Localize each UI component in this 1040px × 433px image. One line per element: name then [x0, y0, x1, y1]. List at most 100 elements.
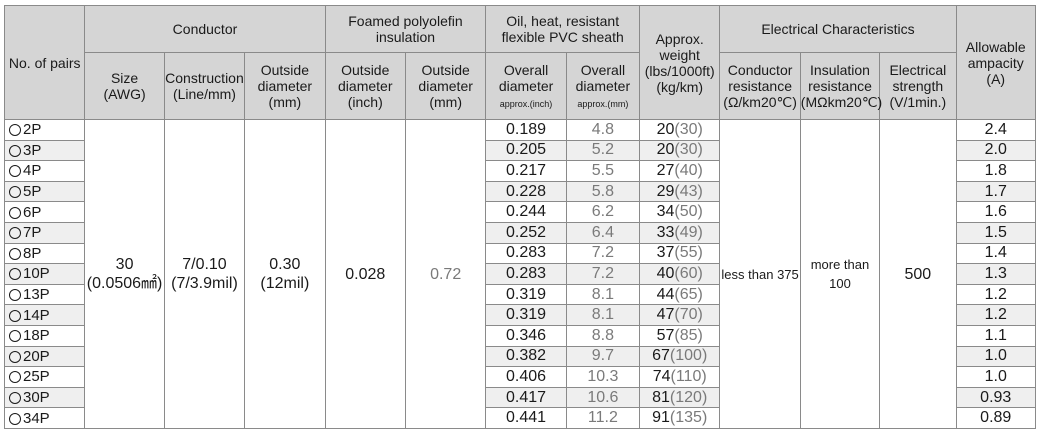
weight-cell: 91(135) — [639, 407, 721, 429]
header-electrical-strength: Electrical strength (V/1min.) — [879, 52, 957, 120]
ampacity-cell: 1.2 — [955, 283, 1036, 306]
insulation-od-inch-value: 0.028 — [345, 265, 386, 283]
conductor-resistance-value: less than 375 — [721, 266, 799, 282]
weight-lbs-value: 44 — [656, 285, 675, 303]
pairs-cell: 34P — [3, 407, 86, 429]
overall-diameter-mm-cell: 7.2 — [565, 242, 641, 265]
overall-diameter-mm-cell: 8.8 — [565, 324, 641, 347]
header-allowable-ampacity: Allowable ampacity (A) — [955, 5, 1036, 120]
circle-icon — [9, 165, 21, 178]
header-overall-diameter-mm: Overall diameter approx.(mm) — [565, 52, 641, 120]
ampacity-cell: 0.93 — [955, 386, 1036, 409]
size-label: Size — [110, 70, 139, 86]
conductor-resistance-cell: less than 375 — [719, 119, 801, 429]
weight-kg-value: (135) — [669, 409, 708, 427]
overall-diameter-inch-cell: 0.319 — [485, 304, 567, 326]
pairs-cell: 7P — [3, 221, 86, 244]
table-row: 6P 0.244 6.2 34(50) 1.6 — [3, 201, 1036, 223]
ampacity-cell: 1.1 — [955, 324, 1036, 347]
size-value: 30 — [115, 256, 134, 273]
header-overall-diameter-inch: Overall diameter approx.(inch) — [485, 52, 567, 120]
table-row: 10P 0.283 7.2 40(60) 1.3 — [3, 263, 1036, 285]
insulation-od-inch-unit: (inch) — [347, 94, 383, 110]
overall-diameter-inch-cell: 0.283 — [485, 263, 567, 285]
overall-diameter-inch-cell: 0.417 — [485, 386, 567, 409]
ampacity-cell: 1.0 — [955, 366, 1036, 388]
pairs-cell: 5P — [3, 180, 86, 203]
circle-icon — [9, 330, 21, 343]
pairs-cell: 8P — [3, 242, 86, 265]
overall-diameter-inch-cell: 0.283 — [485, 242, 567, 265]
pairs-cell: 6P — [3, 201, 86, 223]
table-row: 8P 0.283 7.2 37(55) 1.4 — [3, 242, 1036, 265]
table-row: 2P 30 (0.0506㎟) 7/0.10 (7/3.9mil) 0.30 (12mil)… — [3, 119, 1036, 429]
pairs-value: 7P — [23, 224, 42, 242]
ampacity-cell: 1.2 — [955, 304, 1036, 326]
ampacity-cell: 1.3 — [955, 263, 1036, 285]
conductor-resistance-unit: (Ω/km20℃) — [723, 94, 797, 110]
header-insulation-od-mm: Outside diameter (mm) — [404, 52, 487, 120]
circle-icon — [9, 206, 21, 219]
weight-cell: 34(50) — [639, 201, 721, 223]
pairs-value: 20P — [23, 347, 50, 365]
pairs-value: 3P — [23, 141, 42, 159]
weight-cell: 67(100) — [639, 345, 721, 368]
weight-cell: 20(30) — [639, 119, 721, 141]
weight-lbs-value: 81 — [652, 388, 670, 406]
header-approx-weight: Approx. weight (lbs/1000ft) (kg/km) — [639, 5, 721, 120]
weight-lbs-value: 33 — [656, 223, 675, 241]
pairs-value: 18P — [23, 327, 50, 345]
weight-lbs-value: 40 — [656, 264, 675, 282]
weight-cell: 74(110) — [639, 366, 721, 388]
weight-lbs-value: 20 — [656, 141, 675, 159]
table-row: 18P 0.346 8.8 57(85) 1.1 — [3, 324, 1036, 347]
weight-kg-value: (85) — [674, 326, 703, 344]
table-row: 30P 0.417 10.6 81(120) 0.93 — [3, 386, 1036, 409]
overall-diameter-inch-cell: 0.244 — [485, 201, 567, 223]
circle-icon — [9, 124, 21, 137]
conductor-od-unit: (mm) — [268, 94, 302, 110]
weight-kg-value: (40) — [674, 161, 703, 179]
weight-cell: 57(85) — [639, 324, 721, 347]
size-unit: (AWG) — [103, 86, 146, 102]
ampacity-cell: 2.4 — [955, 119, 1036, 141]
cable-spec-table: No. of pairs Conductor Foamed polyolefin… — [3, 5, 1036, 429]
table-row: 25P 0.406 10.3 74(110) 1.0 — [3, 366, 1036, 388]
insulation-od-mm-cell: 0.72 — [404, 119, 487, 429]
overall-diameter-mm-cell: 5.2 — [565, 139, 641, 162]
overall-diameter-inch-cell: 0.346 — [485, 324, 567, 347]
header-conductor-od: Outside diameter (mm) — [244, 52, 326, 120]
weight-lbs-value: 67 — [652, 347, 670, 365]
insulation-resistance-unit: (MΩkm20℃) — [800, 94, 883, 110]
overall-diameter-mm-cell: 6.4 — [565, 221, 641, 244]
insulation-od-mm-unit: (mm) — [429, 94, 462, 110]
circle-icon — [9, 186, 21, 199]
conductor-od-mil-value: (12mil) — [260, 275, 310, 292]
weight-lbs-value: 74 — [652, 367, 671, 385]
size-cell: 30 (0.0506㎟) — [84, 119, 165, 429]
weight-kg-value: (30) — [674, 120, 703, 138]
overall-diameter-inch-cell: 0.252 — [485, 221, 567, 244]
overall-diameter-inch-cell: 0.406 — [485, 366, 567, 388]
pairs-cell: 10P — [3, 263, 86, 285]
header-insulation-resistance: Insulation resistance (MΩkm20℃) — [799, 52, 883, 120]
weight-lbs-value: 20 — [656, 120, 675, 138]
weight-lbs-value: 27 — [656, 161, 675, 179]
weight-kg-value: (43) — [674, 182, 703, 200]
circle-icon — [9, 350, 21, 363]
weight-kg-value: (30) — [674, 141, 703, 159]
circle-icon — [9, 227, 21, 240]
overall-diameter-inch-cell: 0.319 — [485, 283, 567, 306]
weight-kg-value: (70) — [674, 306, 703, 324]
overall-diameter-mm-cell: 8.1 — [565, 283, 641, 306]
overall-mm-label: Overall diameter — [575, 62, 631, 94]
pairs-cell: 20P — [3, 345, 86, 368]
construction-unit: (Line/mm) — [172, 86, 236, 102]
construction-label: Construction — [165, 70, 244, 86]
insulation-resistance-label: Insulation resistance — [808, 62, 872, 94]
overall-diameter-mm-cell: 5.8 — [565, 180, 641, 203]
pairs-value: 30P — [23, 389, 50, 407]
ampacity-cell: 1.4 — [955, 242, 1036, 265]
pairs-value: 25P — [23, 368, 50, 386]
circle-icon — [9, 289, 21, 302]
